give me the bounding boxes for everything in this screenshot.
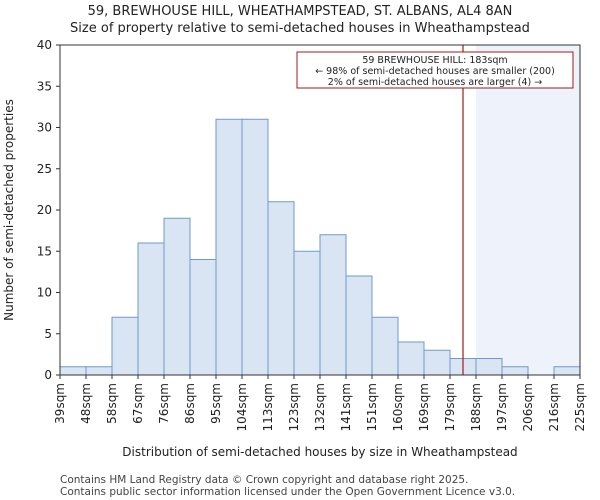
annotation-line-1: 59 BREWHOUSE HILL: 183sqm [362,55,507,66]
x-tick-label-160sqm: 160sqm [391,383,405,431]
chart-title: 59, BREWHOUSE HILL, WHEATHAMPSTEAD, ST. … [87,4,513,19]
bar-169sqm [423,349,451,376]
x-tick-label-179sqm: 179sqm [443,383,457,431]
footer-copyright: Contains HM Land Registry data © Crown c… [60,474,469,486]
bar-197sqm [501,366,529,376]
x-tick-label-169sqm: 169sqm [417,383,431,431]
x-tick-label-67sqm: 67sqm [131,383,145,424]
bar-58sqm [111,316,139,376]
x-tick-label-104sqm: 104sqm [235,383,249,431]
x-tick-label-95sqm: 95sqm [209,383,223,424]
x-tick-label-123sqm: 123sqm [287,383,301,431]
x-tick-label-151sqm: 151sqm [365,383,379,431]
chart-subtitle: Size of property relative to semi-detach… [70,21,530,36]
y-tick-label-40: 40 [37,38,52,52]
bar-151sqm [371,316,399,376]
footer-licence: Contains public sector information licen… [60,486,516,498]
x-tick-label-141sqm: 141sqm [339,383,353,431]
bar-67sqm [137,242,165,376]
x-axis-label: Distribution of semi-detached houses by … [122,445,517,459]
x-tick-label-216sqm: 216sqm [547,383,561,431]
y-tick-label-5: 5 [44,327,52,341]
y-tick-label-30: 30 [37,121,52,135]
x-tick-label-197sqm: 197sqm [495,383,509,431]
x-tick-label-86sqm: 86sqm [183,383,197,424]
x-tick-label-58sqm: 58sqm [105,383,119,424]
bar-104sqm [241,118,269,376]
annotation-box [296,51,574,89]
x-tick-label-76sqm: 76sqm [157,383,171,424]
y-tick-label-35: 35 [37,79,52,93]
x-tick-label-225sqm: 225sqm [573,383,587,431]
x-tick-label-39sqm: 39sqm [53,383,67,424]
y-tick-label-10: 10 [37,286,52,300]
bar-141sqm [345,275,373,376]
x-tick-label-132sqm: 132sqm [313,383,327,431]
annotation-line-3: 2% of semi-detached houses are larger (4… [328,77,542,88]
bar-113sqm [267,201,295,376]
y-tick-label-25: 25 [37,162,52,176]
bar-188sqm [475,358,503,376]
y-tick-label-15: 15 [37,244,52,258]
bar-216sqm [553,366,581,376]
x-tick-label-113sqm: 113sqm [261,383,275,431]
bar-48sqm [85,366,113,376]
bar-39sqm [59,366,87,376]
bar-160sqm [397,341,425,376]
y-tick-label-0: 0 [44,368,52,382]
bar-132sqm [319,234,347,376]
x-tick-label-206sqm: 206sqm [521,383,535,431]
bar-76sqm [163,217,191,376]
y-tick-label-20: 20 [37,203,52,217]
y-axis-label: Number of semi-detached properties [2,99,16,321]
highlight-region [476,45,580,375]
bar-86sqm [189,259,217,376]
x-tick-label-48sqm: 48sqm [79,383,93,424]
bar-95sqm [215,118,243,376]
x-tick-label-188sqm: 188sqm [469,383,483,431]
bar-123sqm [293,250,321,376]
annotation-line-2: ← 98% of semi-detached houses are smalle… [315,66,555,77]
